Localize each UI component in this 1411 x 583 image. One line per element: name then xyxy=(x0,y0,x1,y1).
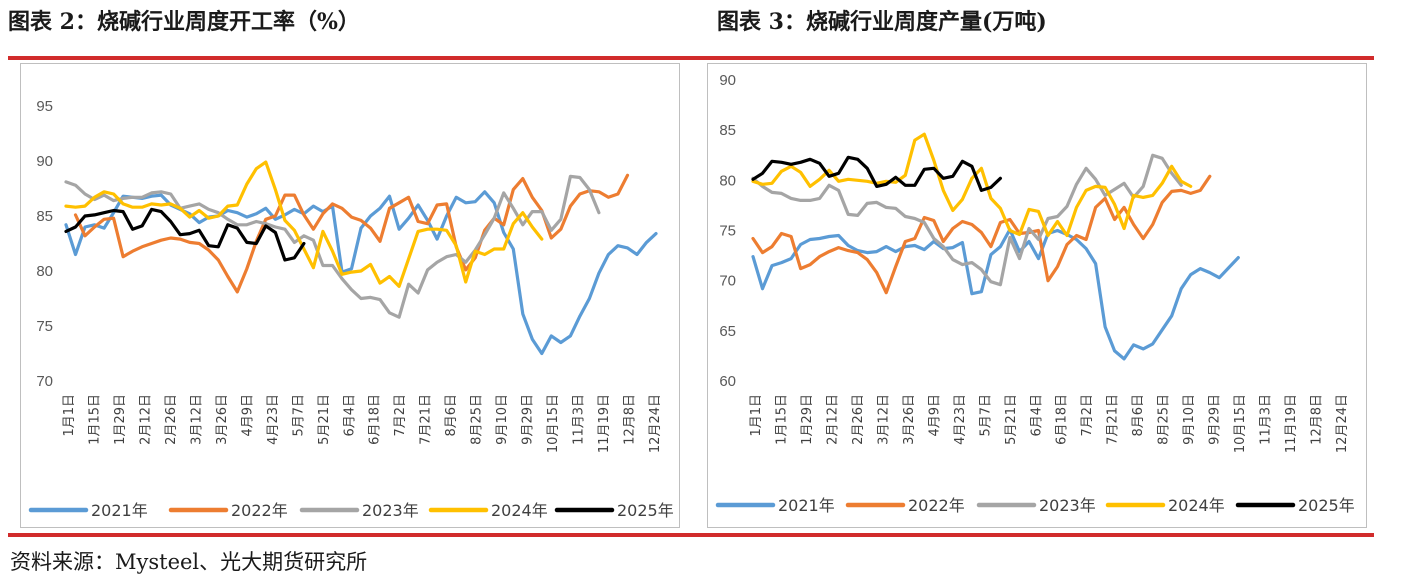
bottom-red-rule xyxy=(8,533,1374,537)
x-tick-label: 12月24日 xyxy=(1335,394,1350,453)
x-tick-label: 1月1日 xyxy=(62,394,77,437)
x-tick-label: 2月26日 xyxy=(164,394,179,445)
y-tick-label: 90 xyxy=(36,153,53,170)
x-tick-label: 4月23日 xyxy=(953,394,968,445)
legend-label: 2025年 xyxy=(1298,496,1355,515)
x-tick-label: 3月12日 xyxy=(189,394,204,445)
output-chart: 60 65 70 75 80 85 90 1月1日 1月15日 1月29日 2月12日 2月26日 3月… xyxy=(715,72,1355,515)
x-tick-label: 8月6日 xyxy=(1131,394,1146,437)
y-tick-label: 75 xyxy=(36,318,53,335)
y-tick-label: 75 xyxy=(719,223,736,240)
legend: 2021年 2022年 2023年 2024年 2025年 xyxy=(715,496,1355,515)
x-tick-label: 12月24日 xyxy=(648,394,663,453)
x-tick-label: 6月18日 xyxy=(1055,394,1070,445)
series-line-2023年 xyxy=(64,174,601,319)
source-note: 资料来源：Mysteel、光大期货研究所 xyxy=(10,550,368,574)
operating-rate-chart: 70 75 80 85 90 95 1月1日 1月15日 1月29日 2月12日 2月26日 3月12… xyxy=(28,98,674,520)
y-tick-label: 65 xyxy=(719,323,736,340)
legend-label: 2022年 xyxy=(908,496,965,515)
y-tick-label: 85 xyxy=(36,208,53,225)
series-lines xyxy=(751,132,1240,361)
x-axis: 1月1日 1月15日 1月29日 2月12日 2月26日 3月12日 3月26日 4月9日 4月… xyxy=(749,394,1350,453)
x-tick-label: 6月4日 xyxy=(342,394,357,437)
x-tick-label: 5月21日 xyxy=(317,394,332,445)
series-line-2021年 xyxy=(751,227,1240,361)
series-line-2022年 xyxy=(73,173,630,294)
y-tick-label: 95 xyxy=(36,98,53,115)
x-tick-label: 3月26日 xyxy=(902,394,917,445)
legend-label: 2021年 xyxy=(778,496,835,515)
series-line-2025年 xyxy=(751,155,1002,192)
x-tick-label: 7月21日 xyxy=(1106,394,1121,445)
x-tick-label: 1月1日 xyxy=(749,394,764,437)
x-tick-label: 1月15日 xyxy=(774,394,789,445)
top-red-rule xyxy=(8,56,1374,60)
y-tick-label: 80 xyxy=(36,263,53,280)
x-tick-label: 10月15日 xyxy=(1233,394,1248,453)
x-tick-label: 5月7日 xyxy=(291,394,306,437)
x-tick-label: 3月12日 xyxy=(876,394,891,445)
chart-title-output: 图表 3：烧碱行业周度产量(万吨) xyxy=(717,9,1047,35)
x-tick-label: 5月21日 xyxy=(1004,394,1019,445)
x-tick-label: 9月10日 xyxy=(495,394,510,445)
x-tick-label: 11月3日 xyxy=(572,394,587,445)
x-tick-label: 5月7日 xyxy=(978,394,993,437)
chart-panel-operating-rate: 70 75 80 85 90 95 1月1日 1月15日 1月29日 2月12日 2月26日 3月12… xyxy=(20,63,680,528)
legend-label: 2025年 xyxy=(617,501,674,520)
series-line-2021年 xyxy=(64,190,658,356)
y-tick-label: 90 xyxy=(719,72,736,89)
x-tick-label: 11月3日 xyxy=(1259,394,1274,445)
x-tick-label: 6月4日 xyxy=(1029,394,1044,437)
y-tick-label: 85 xyxy=(719,122,736,139)
x-tick-label: 1月29日 xyxy=(113,394,128,445)
x-tick-label: 4月23日 xyxy=(266,394,281,445)
series-line-2024年 xyxy=(64,160,544,288)
series-line-2022年 xyxy=(751,174,1212,295)
y-tick-label: 70 xyxy=(719,273,736,290)
chart-panel-output: 60 65 70 75 80 85 90 1月1日 1月15日 1月29日 2月12日 2月26日 3月… xyxy=(707,63,1367,528)
x-tick-label: 9月29日 xyxy=(1208,394,1223,445)
x-tick-label: 2月26日 xyxy=(851,394,866,445)
chart-title-operating-rate: 图表 2：烧碱行业周度开工率（%） xyxy=(8,9,360,35)
x-tick-label: 2月12日 xyxy=(138,394,153,445)
x-tick-label: 6月18日 xyxy=(368,394,383,445)
x-tick-label: 7月21日 xyxy=(419,394,434,445)
legend-label: 2021年 xyxy=(91,501,148,520)
x-tick-label: 4月9日 xyxy=(927,394,942,437)
x-tick-label: 12月8日 xyxy=(1310,394,1325,445)
legend-label: 2024年 xyxy=(1168,496,1225,515)
series-line-2023年 xyxy=(751,153,1183,287)
x-tick-label: 10月15日 xyxy=(546,394,561,453)
legend-label: 2023年 xyxy=(1039,496,1096,515)
y-axis: 60 65 70 75 80 85 90 xyxy=(719,72,736,390)
y-tick-label: 60 xyxy=(719,373,736,390)
legend: 2021年 2022年 2023年 2024年 2025年 xyxy=(28,501,674,520)
y-axis: 70 75 80 85 90 95 xyxy=(36,98,53,390)
x-tick-label: 11月19日 xyxy=(597,394,612,453)
legend-label: 2022年 xyxy=(231,501,288,520)
y-tick-label: 80 xyxy=(719,172,736,189)
x-tick-label: 9月29日 xyxy=(521,394,536,445)
x-tick-label: 7月2日 xyxy=(1080,394,1095,437)
x-tick-label: 3月26日 xyxy=(215,394,230,445)
x-tick-label: 7月2日 xyxy=(393,394,408,437)
x-tick-label: 8月25日 xyxy=(1157,394,1172,445)
series-lines xyxy=(64,160,658,356)
x-tick-label: 11月19日 xyxy=(1284,394,1299,453)
x-tick-label: 1月15日 xyxy=(87,394,102,445)
x-tick-label: 2月12日 xyxy=(825,394,840,445)
y-tick-label: 70 xyxy=(36,373,53,390)
x-tick-label: 9月10日 xyxy=(1182,394,1197,445)
x-axis: 1月1日 1月15日 1月29日 2月12日 2月26日 3月12日 3月26日 4月9日 4月… xyxy=(62,394,663,453)
x-tick-label: 8月25日 xyxy=(470,394,485,445)
legend-label: 2023年 xyxy=(362,501,419,520)
x-tick-label: 12月8日 xyxy=(623,394,638,445)
x-tick-label: 1月29日 xyxy=(800,394,815,445)
x-tick-label: 4月9日 xyxy=(240,394,255,437)
legend-label: 2024年 xyxy=(491,501,548,520)
x-tick-label: 8月6日 xyxy=(444,394,459,437)
series-line-2025年 xyxy=(64,207,306,262)
